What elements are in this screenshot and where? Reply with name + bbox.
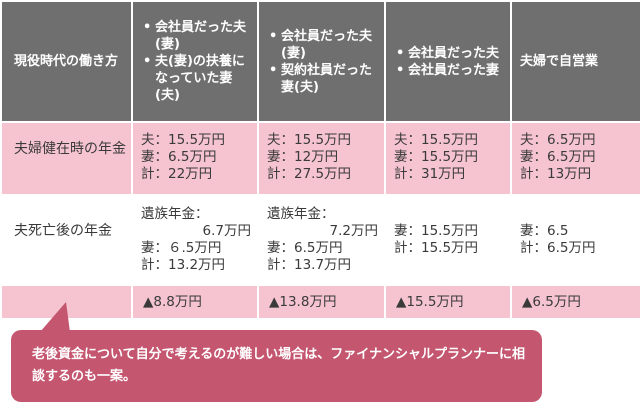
column-header-item: 夫(妻)の扶養になっていた妻(夫) [141,53,249,104]
table-cell: 妻：6.5 計：6.5万円 [510,194,640,286]
table-cell: 遺族年金： 6.7万円 妻：６.5万円 計：13.2万円 [131,194,259,286]
cell-line: 妻：6.5万円 [141,149,217,165]
cell-line: 6.7万円 [202,223,251,239]
column-header-3: 会社員だった夫 会社員だった妻 [384,0,512,123]
corner-header: 現役時代の働き方 [0,0,133,123]
cell-line: 妻：12万円 [267,149,339,165]
column-header-4: 夫婦で自営業 [510,0,640,123]
table-row-married: 夫婦健在時の年金 夫：15.5万円 妻：6.5万円 計：22万円 夫：15.5万… [0,121,640,196]
cell-line: 計：13.7万円 [267,257,352,273]
cell-line: 計：22万円 [141,166,213,182]
table-cell: 夫：6.5万円 妻：6.5万円 計：13万円 [510,121,640,196]
table-cell: 夫：15.5万円 妻：12万円 計：27.5万円 [257,121,386,196]
table-cell: 妻：15.5万円 計：15.5万円 [384,194,512,286]
cell-line: 計：15.5万円 [394,240,479,256]
cell-line: 夫：15.5万円 [394,132,479,148]
column-header-item: 会社員だった夫 [394,45,502,62]
cell-line: 妻：15.5万円 [394,223,479,239]
column-header-item: 会社員だった夫(妻) [141,19,249,53]
callout-box [11,330,542,402]
callout-tail [40,302,70,332]
cell-line: 7.2万円 [329,223,378,239]
cell-line: 計：6.5万円 [520,240,596,256]
table-cell: 夫：15.5万円 妻：6.5万円 計：22万円 [131,121,259,196]
cell-line: 夫：6.5万円 [520,132,596,148]
cell-line: 夫：15.5万円 [141,132,226,148]
cell-line: 計：13.2万円 [141,257,226,273]
pension-comparison-table: 現役時代の働き方 会社員だった夫(妻) 夫(妻)の扶養になっていた妻(夫) 会社… [0,0,640,320]
difference-cell: ▲6.5万円 [510,284,640,320]
column-header-item: 契約社員だった妻(夫) [267,62,376,96]
row-label: 夫死亡後の年金 [0,194,133,286]
row-label: 夫婦健在時の年金 [0,121,133,196]
cell-line: 妻：6.5 [520,223,569,239]
column-header-2: 会社員だった夫(妻) 契約社員だった妻(夫) [257,0,386,123]
cell-line: 計：27.5万円 [267,166,352,182]
column-header-1: 会社員だった夫(妻) 夫(妻)の扶養になっていた妻(夫) [131,0,259,123]
column-header-item: 会社員だった夫(妻) [267,28,376,62]
cell-line: 遺族年金： [267,206,335,222]
cell-line: 妻：15.5万円 [394,149,479,165]
difference-cell: ▲13.8万円 [257,284,386,320]
table-cell: 夫：15.5万円 妻：15.5万円 計：31万円 [384,121,512,196]
cell-line: 妻：６.5万円 [141,240,222,256]
column-header-item: 会社員だった妻 [394,62,502,79]
table-cell: 遺族年金： 7.2万円 妻：6.5万円 計：13.7万円 [257,194,386,286]
table-row-after-death: 夫死亡後の年金 遺族年金： 6.7万円 妻：６.5万円 計：13.2万円 遺族年… [0,194,640,286]
cell-line: 妻：6.5万円 [267,240,343,256]
table-header-row: 現役時代の働き方 会社員だった夫(妻) 夫(妻)の扶養になっていた妻(夫) 会社… [0,0,640,123]
callout-text: 老後資金について自分で考えるのが難しい場合は、ファイナンシャルプランナーに相談す… [32,347,525,384]
difference-cell: ▲8.8万円 [131,284,259,320]
cell-line: 遺族年金： [141,206,209,222]
cell-line: 計：13万円 [520,166,592,182]
cell-line: 計：31万円 [394,166,466,182]
cell-line: 夫：15.5万円 [267,132,352,148]
cell-line: 妻：6.5万円 [520,149,596,165]
table-row-difference: ▲8.8万円 ▲13.8万円 ▲15.5万円 ▲6.5万円 [0,284,640,320]
difference-cell: ▲15.5万円 [384,284,512,320]
